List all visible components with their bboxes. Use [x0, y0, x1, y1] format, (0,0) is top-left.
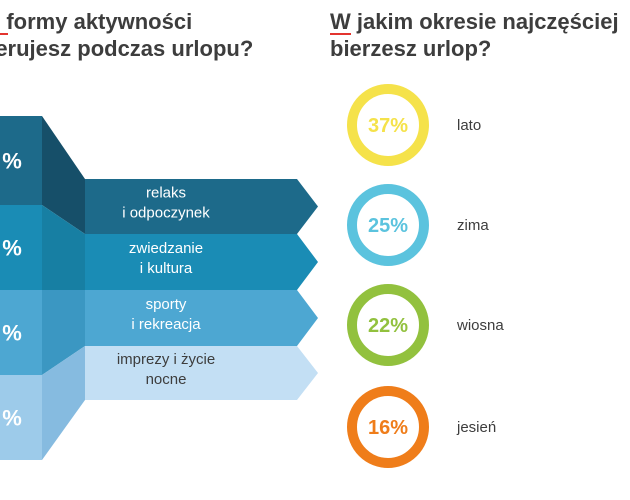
season-question-line-1: W jakim okresie najczęściej [330, 9, 619, 34]
funnel-block-0 [0, 116, 42, 205]
season-label-2: wiosna [456, 317, 504, 334]
season-ring-3 [347, 386, 429, 468]
season-question-line-2: bierzesz urlop? [330, 36, 492, 61]
season-percent-3: 16% [368, 417, 408, 439]
funnel-block-3 [0, 375, 42, 460]
funnel-arrow-3 [85, 346, 318, 400]
season-label-0: lato [457, 117, 481, 134]
activity-question-underline [0, 33, 8, 35]
activity-question-heading: e formy aktywności ferujesz podczas urlo… [0, 8, 253, 62]
activity-question-line-1: e formy aktywności [0, 9, 193, 34]
funnel-percent-1: % [2, 236, 22, 261]
funnel-fold-1 [42, 205, 85, 290]
season-percent-0: 37% [368, 115, 408, 137]
funnel-arrow-0 [85, 179, 318, 234]
season-ring-1 [347, 184, 429, 266]
season-percent-1: 25% [368, 215, 408, 237]
season-percent-2: 22% [368, 315, 408, 337]
season-label-1: zima [457, 217, 489, 234]
season-label-3: jesień [456, 419, 496, 436]
season-ring-0 [347, 84, 429, 166]
funnel-label-1: zwiedzanie i kultura [129, 240, 203, 277]
funnel-fold-2 [42, 290, 85, 375]
funnel-block-1 [0, 205, 42, 290]
funnel-fold-0 [42, 116, 85, 234]
season-question-underline [330, 33, 351, 35]
funnel-arrow-2 [85, 290, 318, 346]
funnel-label-0: relaks i odpoczynek [122, 185, 210, 222]
funnel-percent-3: % [2, 406, 22, 431]
activity-question-line-2: ferujesz podczas urlopu? [0, 36, 254, 61]
funnel-label-3: imprezy i życie nocne [117, 351, 215, 388]
funnel-label-2: sporty i rekreacja [131, 296, 201, 333]
funnel-arrow-1 [85, 234, 318, 290]
funnel-block-2 [0, 290, 42, 375]
activity-funnel-chart: % relaks i odpoczynek% zwiedzanie i kultura%… [0, 116, 318, 460]
season-question-heading: W jakim okresie najczęściej bierzesz url… [330, 8, 619, 62]
funnel-percent-2: % [2, 321, 22, 346]
season-ring-2 [347, 284, 429, 366]
funnel-percent-0: % [2, 149, 22, 174]
funnel-fold-3 [42, 346, 85, 460]
